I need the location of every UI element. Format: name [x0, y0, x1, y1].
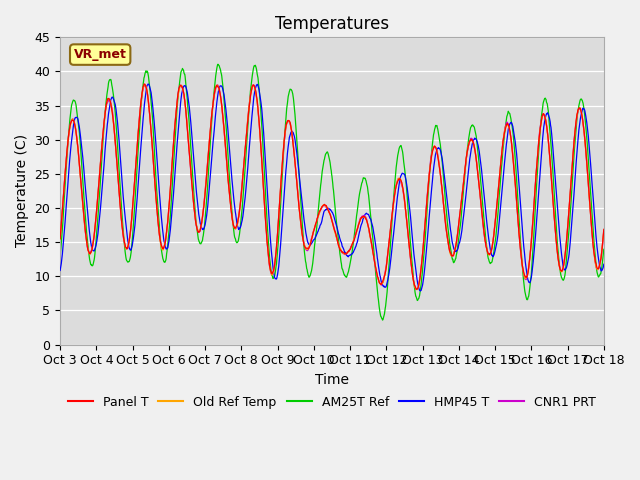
Title: Temperatures: Temperatures — [275, 15, 389, 33]
Text: VR_met: VR_met — [74, 48, 127, 61]
X-axis label: Time: Time — [315, 373, 349, 387]
Legend: Panel T, Old Ref Temp, AM25T Ref, HMP45 T, CNR1 PRT: Panel T, Old Ref Temp, AM25T Ref, HMP45 … — [63, 391, 601, 414]
Y-axis label: Temperature (C): Temperature (C) — [15, 134, 29, 248]
